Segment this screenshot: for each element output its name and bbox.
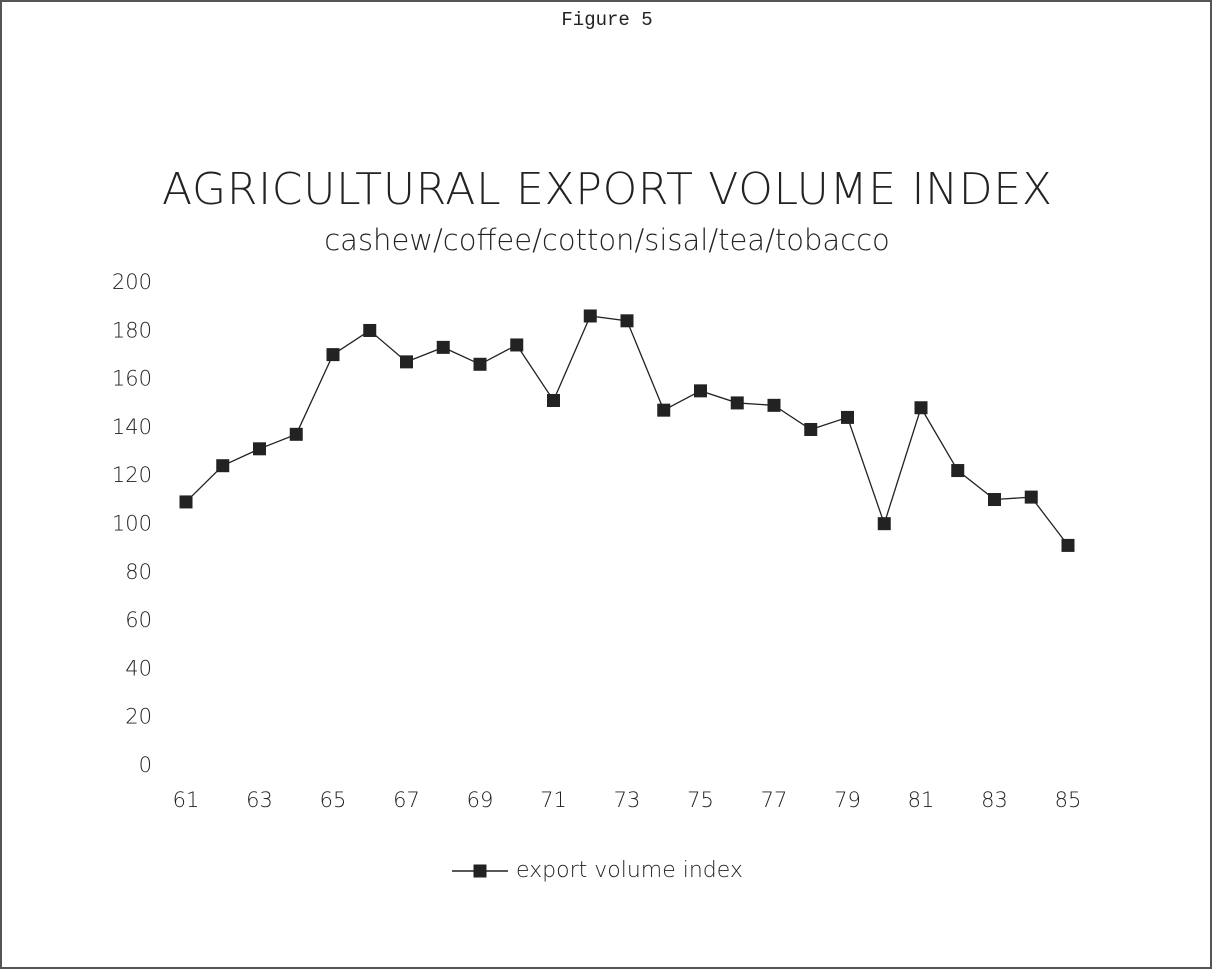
data-point [363, 323, 377, 337]
y-tick-label: 140 [112, 415, 152, 439]
y-tick-label: 60 [125, 608, 152, 632]
data-point [841, 410, 854, 424]
x-tick-label: 73 [614, 788, 641, 812]
data-point [1024, 490, 1038, 504]
data-point [951, 464, 965, 478]
chart-title: AGRICULTURAL EXPORT VOLUME INDEX [162, 164, 1052, 215]
legend-label: export volume index [516, 858, 743, 883]
data-point [216, 459, 230, 473]
y-tick-label: 120 [112, 463, 152, 487]
legend-marker [473, 864, 487, 878]
x-tick-label: 65 [320, 788, 347, 812]
data-point [620, 314, 634, 328]
data-point [400, 355, 413, 369]
x-tick-label: 69 [467, 788, 494, 812]
data-point [1061, 538, 1075, 552]
figure-label: Figure 5 [561, 9, 652, 31]
data-point [767, 398, 781, 412]
data-point [877, 517, 891, 531]
data-point [657, 403, 671, 417]
y-tick-label: 100 [112, 512, 152, 536]
data-point [473, 357, 487, 371]
series-line [185, 315, 1069, 546]
y-tick-label: 20 [125, 705, 152, 729]
data-point [510, 338, 524, 352]
data-point [289, 427, 303, 441]
data-point [179, 495, 193, 509]
x-tick-label: 63 [246, 788, 273, 812]
data-point [547, 394, 560, 408]
data-point [583, 309, 597, 323]
chart-subtitle: cashew/coffee/cotton/sisal/tea/tobacco [324, 223, 890, 257]
y-tick-label: 180 [112, 318, 152, 342]
y-tick-label: 40 [125, 656, 152, 680]
data-point [326, 348, 340, 362]
data-point [804, 422, 818, 436]
data-point [694, 384, 707, 398]
y-tick-label: 80 [125, 560, 152, 584]
x-tick-label: 67 [393, 788, 420, 812]
data-point [988, 493, 1001, 507]
data-point [914, 401, 928, 415]
data-point [436, 340, 450, 354]
x-tick-label: 79 [834, 788, 861, 812]
data-point [730, 396, 744, 410]
x-tick-label: 85 [1055, 788, 1082, 812]
y-tick-label: 200 [112, 270, 152, 294]
y-tick-label: 160 [112, 367, 152, 391]
x-tick-label: 81 [908, 788, 935, 812]
x-tick-label: 75 [687, 788, 714, 812]
x-tick-label: 61 [173, 788, 200, 812]
x-tick-label: 77 [761, 788, 788, 812]
x-tick-label: 83 [981, 788, 1008, 812]
y-tick-label: 0 [139, 753, 152, 777]
x-tick-label: 71 [540, 788, 567, 812]
data-point [253, 442, 266, 456]
